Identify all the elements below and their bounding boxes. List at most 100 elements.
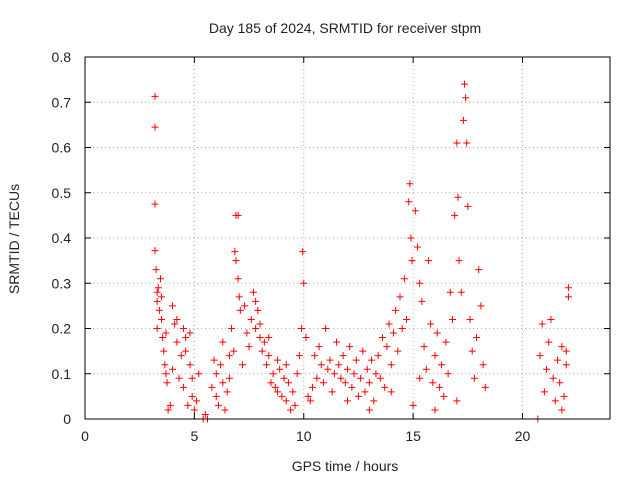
y-tick-label: 0.8 — [52, 49, 72, 65]
data-point — [389, 329, 397, 337]
data-point — [247, 315, 255, 323]
data-point — [151, 92, 159, 100]
data-point — [231, 248, 239, 256]
data-point — [287, 406, 295, 414]
data-point — [403, 315, 411, 323]
data-point — [381, 383, 389, 391]
data-point — [252, 297, 260, 305]
data-point — [444, 370, 452, 378]
data-point — [372, 370, 380, 378]
data-point — [470, 374, 478, 382]
data-point — [245, 343, 253, 351]
data-point — [457, 288, 465, 296]
data-point — [258, 347, 266, 355]
data-point — [156, 275, 164, 283]
data-point — [173, 315, 181, 323]
data-point — [379, 334, 386, 342]
data-point — [309, 383, 316, 391]
data-point — [234, 211, 242, 219]
data-point — [265, 352, 273, 360]
data-point — [282, 397, 290, 405]
data-point — [547, 315, 555, 323]
data-point — [562, 347, 570, 355]
data-point — [188, 392, 196, 400]
data-point — [558, 343, 566, 351]
data-point — [243, 329, 251, 337]
data-point — [427, 320, 435, 328]
data-point — [549, 374, 557, 382]
data-point — [435, 383, 443, 391]
data-point — [274, 356, 281, 364]
data-point — [280, 374, 288, 382]
data-point — [540, 388, 548, 396]
data-point — [359, 347, 367, 355]
data-point — [210, 356, 218, 364]
data-point — [414, 243, 421, 251]
data-point — [462, 94, 470, 102]
data-point — [464, 202, 472, 210]
data-point — [302, 334, 310, 342]
data-point — [350, 370, 358, 378]
data-point — [416, 374, 424, 382]
data-point — [155, 306, 163, 314]
data-point — [400, 275, 408, 283]
data-point — [282, 361, 290, 369]
y-tick-label: 0.5 — [52, 185, 72, 201]
data-point — [179, 383, 187, 391]
data-point — [339, 352, 347, 360]
data-point — [337, 374, 345, 382]
data-point — [313, 374, 321, 382]
data-point — [278, 392, 286, 400]
data-point — [361, 388, 369, 396]
data-point — [317, 361, 325, 369]
data-point — [300, 279, 308, 287]
data-point — [536, 352, 544, 360]
data-point — [453, 139, 461, 147]
data-point — [162, 370, 170, 378]
data-point — [158, 293, 166, 301]
data-point — [239, 361, 246, 369]
data-point — [420, 343, 428, 351]
data-point — [235, 293, 243, 301]
data-point — [383, 343, 391, 351]
data-point — [365, 406, 373, 414]
data-point — [217, 361, 225, 369]
data-point — [171, 320, 179, 328]
data-point — [416, 279, 424, 287]
y-tick-label: 0.6 — [52, 140, 72, 156]
y-tick-label: 0.2 — [52, 321, 72, 337]
data-point — [160, 347, 168, 355]
data-point — [152, 266, 160, 274]
y-tick-label: 0.4 — [52, 230, 72, 246]
y-tick-label: 0.3 — [52, 275, 72, 291]
data-point — [153, 297, 161, 305]
data-point — [354, 392, 362, 400]
data-point — [411, 207, 419, 215]
data-point — [252, 325, 260, 332]
data-point — [195, 370, 203, 378]
data-point — [186, 329, 194, 337]
data-point — [431, 406, 439, 414]
data-point — [236, 306, 244, 314]
data-point — [166, 401, 174, 409]
data-point — [161, 361, 169, 369]
data-point — [306, 397, 314, 405]
data-point — [385, 320, 393, 328]
data-point — [234, 275, 242, 283]
data-point — [477, 302, 485, 310]
data-point — [256, 320, 264, 328]
data-point — [212, 392, 220, 400]
data-point — [169, 302, 176, 310]
data-point — [173, 338, 181, 346]
data-point — [228, 325, 236, 332]
data-point — [289, 388, 297, 396]
data-point — [407, 234, 415, 242]
data-point — [453, 397, 461, 405]
data-point — [291, 401, 299, 409]
data-point — [374, 352, 382, 360]
data-point — [158, 315, 166, 323]
data-point — [324, 365, 332, 373]
data-point — [212, 370, 220, 378]
data-point — [481, 383, 489, 391]
